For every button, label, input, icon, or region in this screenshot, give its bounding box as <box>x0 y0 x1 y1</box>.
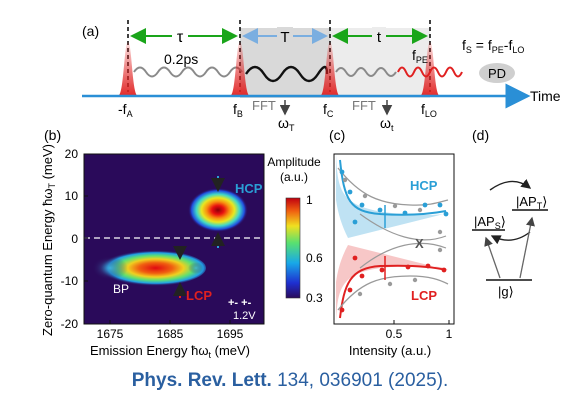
colorbar-title: Amplitude <box>267 155 321 169</box>
colorbar <box>285 197 301 299</box>
panel-d: (d) |APS⟩ |APT⟩ |g⟩ <box>472 127 548 299</box>
gray-points <box>342 177 443 297</box>
wave-tau <box>133 66 243 78</box>
tau-label: τ <box>177 29 184 46</box>
omega-t-label: ωt <box>380 115 394 133</box>
y-axis-label: Zero-quantum Energy ħωT (meV) <box>40 144 57 336</box>
x-axis-label: Emission Energy ħωt (meV) <box>90 343 250 360</box>
tau-value: 0.2ps <box>164 51 198 67</box>
g-label: |g⟩ <box>498 284 514 299</box>
voltage-label: 1.2V <box>233 310 256 322</box>
x-tick: 0.5 <box>386 327 403 341</box>
pulse-c <box>320 42 340 96</box>
panel-c-label: (c) <box>329 127 345 143</box>
wave-t <box>335 67 397 77</box>
polarization-label: +- +- <box>228 297 252 309</box>
citation-detail: 134, 036901 (2025). <box>271 370 449 391</box>
fft-label-1: FFT <box>252 98 276 113</box>
pulse-a <box>118 42 138 96</box>
pulses <box>118 42 440 96</box>
fft-label-2: FFT <box>352 98 376 113</box>
pulse-label-a: -fA <box>118 101 133 119</box>
y-tick: 20 <box>65 147 79 161</box>
y-tick: -10 <box>61 274 79 288</box>
omega-T-label: ωT <box>278 115 295 133</box>
hcp-label: HCP <box>235 181 263 196</box>
excitation-arrow-1 <box>484 236 501 279</box>
y-tick: 10 <box>65 189 79 203</box>
pd-label: PD <box>488 66 506 81</box>
pulse-b <box>230 42 250 96</box>
x-axis-label-c: Intensity (a.u.) <box>349 343 431 358</box>
citation[interactable]: Phys. Rev. Lett. 134, 036901 (2025). <box>0 370 580 392</box>
x-tick: 1695 <box>217 327 244 341</box>
lcp-label: LCP <box>186 288 212 303</box>
pulse-label-lo: fLO <box>421 101 437 119</box>
y-tick: 0 <box>71 232 78 246</box>
bp-peak <box>92 256 128 280</box>
fs-equation: fS = fPE-fLO <box>462 37 524 55</box>
panel-c: (c) <box>329 127 455 358</box>
lcp-gray-fit <box>337 275 449 311</box>
y-tick: -20 <box>61 317 79 331</box>
x-tick: 1685 <box>157 327 184 341</box>
bp-label: BP <box>113 282 129 296</box>
panel-b-label: (b) <box>44 127 61 143</box>
hcp-label-c: HCP <box>410 178 438 193</box>
x-tick: 1 <box>446 327 453 341</box>
colorbar-tick: 0.3 <box>306 291 323 305</box>
hcp-gray-fit <box>337 167 449 206</box>
lcp-points <box>339 255 447 313</box>
apt-label: |APT⟩ <box>516 194 547 211</box>
hcp-points <box>339 169 449 225</box>
heatmap-frame <box>83 153 265 325</box>
x-marker-label: X <box>415 236 424 251</box>
colorbar-tick: 1 <box>306 193 313 207</box>
fpe-label: fPE <box>412 47 428 65</box>
wave-T <box>244 65 329 83</box>
lcp-label-c: LCP <box>411 288 437 303</box>
hcp-peak <box>188 188 248 232</box>
pulse-lo <box>420 42 440 96</box>
colorbar-unit: (a.u.) <box>280 170 308 184</box>
pulse-label-b: fB <box>233 101 243 119</box>
x-ticks: 1675 1685 1695 <box>97 327 244 341</box>
panel-a: (a) τ T t 0.2ps <box>82 20 561 133</box>
panel-b: (b) HCP LCP BP +- +- 1.2V 20 10 0 -10 -2… <box>40 127 323 360</box>
coupling-arrow-2 <box>490 231 531 245</box>
panel-a-label: (a) <box>82 23 99 39</box>
hcp-fit <box>339 159 447 216</box>
excitation-arrow-2 <box>519 216 535 279</box>
photodetector <box>479 63 515 83</box>
y-ticks: 20 10 0 -10 -20 <box>61 147 79 331</box>
T-label: T <box>280 29 289 46</box>
x-tick: 1675 <box>97 327 124 341</box>
journal-name: Phys. Rev. Lett. <box>131 370 272 391</box>
pulse-label-c: fC <box>323 101 334 119</box>
time-label: Time <box>530 88 561 104</box>
aps-label: |APS⟩ <box>474 214 506 231</box>
coupling-arrow-1 <box>489 178 532 191</box>
colorbar-tick: 0.6 <box>306 251 323 265</box>
panel-d-label: (d) <box>472 127 489 143</box>
t-label: t <box>377 29 382 46</box>
